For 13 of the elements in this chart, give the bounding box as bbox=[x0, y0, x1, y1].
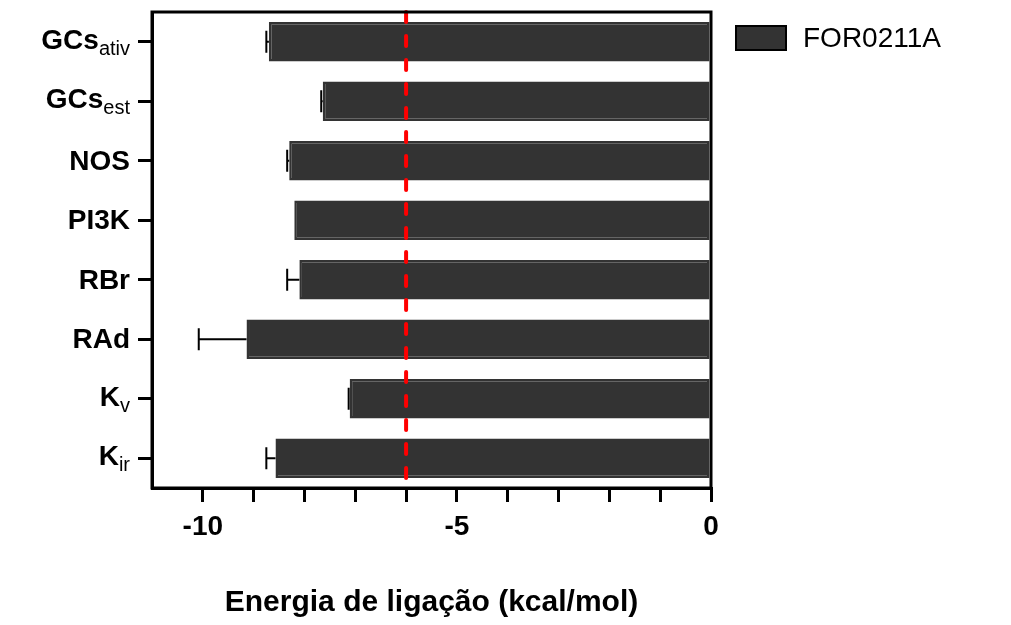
y-tick-label: K$_{v}$ bbox=[99, 380, 130, 417]
x-tick-label: -5 bbox=[444, 509, 470, 541]
y-tick-label: RBr bbox=[78, 263, 130, 295]
y-tick-label: GCs$_{est}$ bbox=[45, 82, 130, 119]
x-axis-title: Energia de ligação (kcal/mol) bbox=[224, 584, 639, 618]
y-tick-label: NOS bbox=[69, 144, 130, 176]
x-tick-label: -10 bbox=[182, 509, 224, 541]
y-tick-label: GCs$_{ativ}$ bbox=[41, 23, 130, 60]
y-tick-label: RAd bbox=[72, 323, 130, 355]
y-tick-label: PI3K bbox=[67, 204, 130, 236]
text: FOR0211A bbox=[803, 22, 941, 54]
x-tick-label: 0 bbox=[703, 509, 719, 541]
y-tick-label: K$_{ir}$ bbox=[98, 439, 130, 476]
